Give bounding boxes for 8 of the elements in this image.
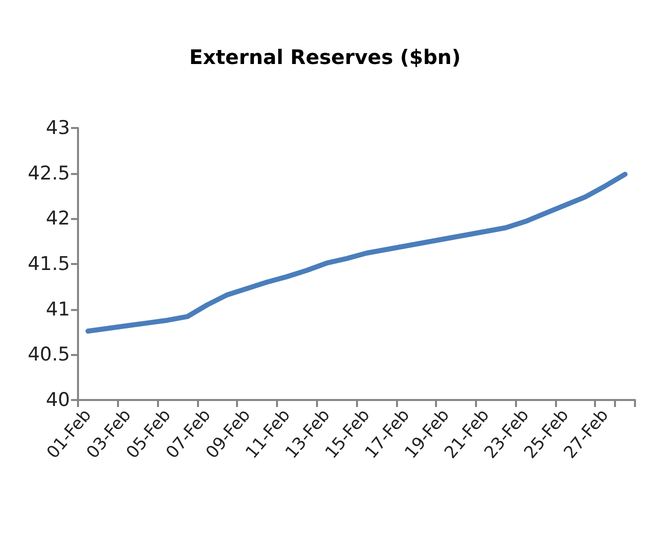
- y-tick-label: 41.5: [28, 253, 70, 275]
- y-tick-label: 41: [46, 298, 70, 320]
- y-tick-label: 40: [46, 389, 70, 411]
- y-tick-label: 42.5: [28, 162, 70, 184]
- y-tick-label: 42: [46, 208, 70, 230]
- y-tick-label: 43: [46, 117, 70, 139]
- chart-title: External Reserves ($bn): [189, 45, 461, 69]
- y-tick-label: 40.5: [28, 344, 70, 366]
